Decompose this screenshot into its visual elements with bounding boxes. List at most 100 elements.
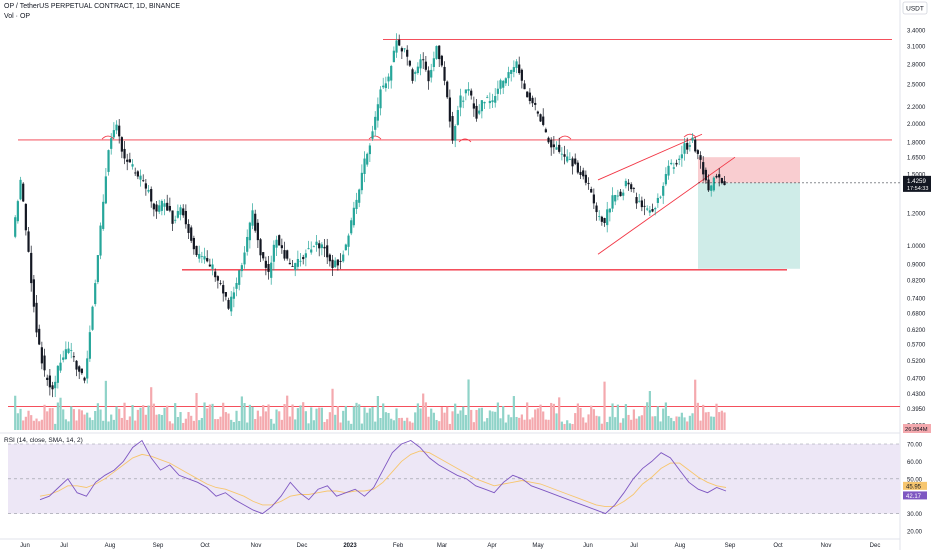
volume-bar <box>75 420 78 430</box>
candle-body <box>371 131 374 139</box>
volume-bar <box>328 412 331 430</box>
candle-body <box>256 222 259 241</box>
rsi-tick-label: 30.00 <box>907 512 923 518</box>
candle-body <box>699 155 702 160</box>
stop-zone <box>698 157 800 183</box>
volume-bar <box>627 414 630 430</box>
candle-body <box>662 185 665 196</box>
candle-body <box>600 216 603 222</box>
volume-bar <box>686 421 689 430</box>
rsi-legend[interactable]: RSI (14, close, SMA, 14, 2) <box>4 437 83 444</box>
volume-bar <box>566 420 569 430</box>
candle-body <box>182 208 185 216</box>
volume-value-label: 26.984M <box>905 427 928 433</box>
candle-body <box>614 194 617 202</box>
candle-body <box>352 207 355 226</box>
symbol-title[interactable]: OP / TetherUS PERPETUAL CONTRACT, 1D, BI… <box>4 3 181 10</box>
time-tick-label: Aug <box>105 543 116 549</box>
volume-bar <box>72 409 75 430</box>
candle-body <box>539 114 542 122</box>
annotation-arc <box>458 138 472 143</box>
candle-body <box>638 200 641 202</box>
volume-bar <box>307 423 310 430</box>
volume-bar <box>478 408 481 430</box>
candle-body <box>54 381 57 389</box>
volume-bar <box>176 417 179 430</box>
candle-body <box>62 357 65 360</box>
candle-body <box>624 180 627 187</box>
candle-body <box>531 97 534 104</box>
volume-bar <box>40 419 43 430</box>
candle-body <box>312 246 315 248</box>
volume-bar <box>99 409 102 430</box>
candle-body <box>198 253 201 259</box>
candle-body <box>203 256 206 260</box>
volume-bar <box>432 412 435 430</box>
price-tick-label: 3.1000 <box>907 45 926 51</box>
volume-bar <box>638 416 641 430</box>
candle-body <box>331 259 334 268</box>
candle-body <box>694 139 697 152</box>
candle-body <box>382 85 385 88</box>
volume-bar <box>152 403 155 430</box>
volume-bar <box>632 409 635 430</box>
candle-body <box>347 235 350 247</box>
candle-body <box>686 142 689 150</box>
volume-bar <box>419 408 422 430</box>
volume-bar <box>342 410 345 430</box>
volume-bar <box>104 380 107 430</box>
volume-bar <box>150 387 153 430</box>
time-tick-label: 2023 <box>343 543 357 549</box>
volume-bar <box>32 420 35 430</box>
candle-body <box>640 200 643 208</box>
candle-body <box>200 255 203 257</box>
volume-bar <box>363 407 366 430</box>
volume-bar <box>219 416 222 430</box>
candle-body <box>435 46 438 59</box>
volume-bar <box>262 404 265 430</box>
candle-body <box>723 181 726 186</box>
candle-body <box>150 189 153 202</box>
price-tick-label: 0.7400 <box>907 297 926 303</box>
volume-legend[interactable]: Vol · OP <box>4 13 31 20</box>
candle-body <box>651 209 654 212</box>
volume-bar <box>723 412 726 430</box>
volume-bar <box>499 418 502 430</box>
volume-bar <box>483 421 486 430</box>
candle-body <box>86 358 89 379</box>
volume-bar <box>667 415 670 430</box>
price-tick-label: 2.0000 <box>907 122 926 128</box>
candle-body <box>283 250 286 259</box>
volume-bar <box>126 419 129 430</box>
volume-bar <box>494 411 497 430</box>
volume-bar <box>720 410 723 430</box>
volume-bar <box>635 418 638 430</box>
candle-body <box>147 189 150 192</box>
candle-body <box>406 49 409 57</box>
candle-body <box>654 208 657 210</box>
candle-body <box>240 265 243 272</box>
candle-body <box>126 159 129 162</box>
candle-body <box>398 39 401 46</box>
time-tick-label: Sep <box>725 543 736 549</box>
volume-bar <box>560 421 563 430</box>
candle-body <box>307 248 310 250</box>
time-tick-label: Nov <box>251 543 262 549</box>
candle-body <box>478 110 481 114</box>
candle-body <box>344 244 347 251</box>
volume-bar <box>387 412 390 430</box>
candle-body <box>720 177 723 184</box>
volume-bar <box>675 416 678 430</box>
candle-body <box>603 218 606 224</box>
candle-body <box>558 144 561 152</box>
volume-bar <box>110 414 113 430</box>
volume-bar <box>683 417 686 430</box>
candle-body <box>523 83 526 90</box>
candle-body <box>27 231 30 252</box>
candle-body <box>246 236 249 252</box>
time-tick-label: Dec <box>297 543 308 549</box>
volume-bar <box>390 418 393 430</box>
volume-bar <box>502 406 505 430</box>
volume-bar <box>38 421 41 430</box>
